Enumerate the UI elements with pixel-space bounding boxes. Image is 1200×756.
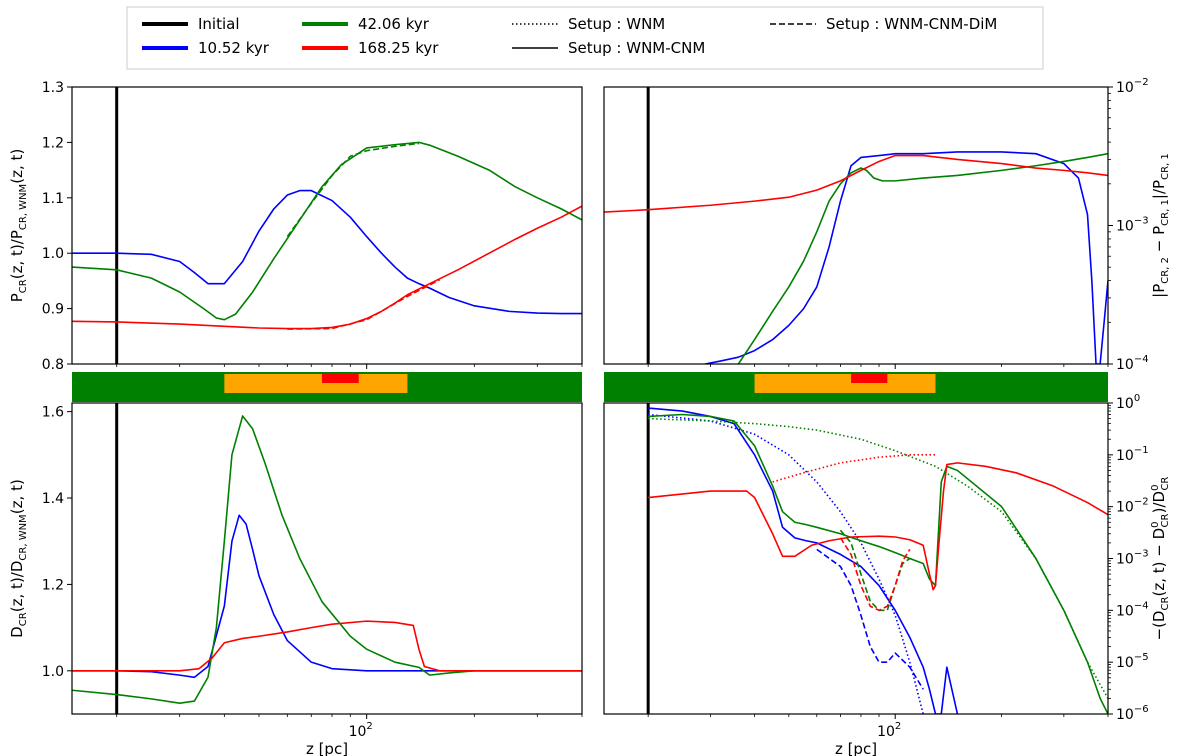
series-line [286, 142, 420, 238]
series-line [705, 151, 1108, 364]
y-tick-label: 10−2 [1116, 77, 1149, 96]
y-tick-label: 1.2 [42, 577, 64, 593]
x-tick-label: 102 [877, 721, 901, 740]
panel-top-right: 10−4 10−3 10−2 |PCR, 2 − PCR, 1 |/PCR, 1 [603, 77, 1171, 373]
y-axis-label: −(DCR (z, t) − D0CR )/D0CR [1150, 477, 1171, 641]
y-tick-label: 1.0 [42, 246, 64, 262]
legend-label-wnm: Setup : WNM [568, 15, 665, 33]
panel-top-left: 0.8 0.9 1.0 1.1 1.2 1.3 PCR (z, t)/PCR, WNM (z… [8, 80, 583, 373]
plot-area [646, 403, 1108, 714]
series-line [648, 407, 959, 714]
y-tick-label: 10−2 [1116, 497, 1149, 516]
phase-zone-cnm [224, 374, 408, 393]
y-tick-label: 0.9 [42, 302, 64, 318]
series-line [648, 413, 924, 714]
series-line [772, 454, 936, 483]
legend-label-initial: Initial [198, 15, 240, 33]
legend-label-wnm-cnm-dim: Setup : WNM-CNM-DiM [826, 15, 997, 33]
y-tick-label: 10−3 [1116, 216, 1149, 235]
y-tick-label: 10−5 [1116, 652, 1149, 671]
legend-box [126, 6, 1044, 70]
x-tick-label: 102 [349, 721, 373, 740]
y-tick-label: 1.1 [42, 191, 64, 207]
y-tick-label: 10−4 [1116, 600, 1149, 619]
y-tick-label: 10−3 [1116, 549, 1149, 568]
phase-zone-dim [851, 374, 888, 383]
phase-zone-cnm [754, 374, 936, 393]
plot-area [72, 403, 582, 714]
phase-band-left [72, 372, 582, 402]
x-axis-label: z [pc] [835, 740, 877, 756]
series-line [72, 141, 582, 321]
series-line [72, 620, 582, 672]
axes-frame [71, 86, 583, 365]
series-line [604, 154, 1108, 213]
series-line [839, 537, 911, 612]
y-tick-label: 1.6 [42, 405, 64, 421]
legend-label-t2: 42.06 kyr [358, 15, 430, 33]
y-tick-label: 1.2 [42, 135, 64, 151]
plot-area [72, 87, 582, 364]
legend-label-t1: 10.52 kyr [198, 39, 270, 57]
x-axis-label: z [pc] [306, 740, 348, 756]
plot-area [604, 87, 1108, 364]
y-tick-label: 10−1 [1116, 445, 1149, 464]
axes-frame [71, 402, 583, 715]
series-line [287, 279, 441, 330]
series-line [648, 462, 1108, 591]
y-axis-label: DCR (z, t)/DCR, WNM (z, t) [8, 479, 29, 638]
series-line [737, 152, 1108, 364]
series-line [72, 205, 582, 330]
y-tick-label: 1.0 [42, 664, 64, 680]
y-axis-label: |PCR, 2 − PCR, 1 |/PCR, 1 [1150, 153, 1171, 298]
legend-label-t3: 168.25 kyr [358, 39, 439, 57]
series-line [72, 415, 582, 705]
series-line [72, 189, 582, 315]
legend-label-wnm-cnm: Setup : WNM-CNM [568, 39, 705, 57]
series-line [816, 548, 924, 690]
series-line [72, 514, 582, 679]
y-axis-label: PCR (z, t)/PCR, WNM (z, t) [8, 149, 29, 303]
y-tick-label: 0.8 [42, 357, 64, 373]
y-tick-label: 10−6 [1116, 704, 1149, 723]
phase-band-right [604, 372, 1108, 402]
series-line [648, 417, 1108, 699]
legend: Initial 10.52 kyr 42.06 kyr 168.25 kyr S… [126, 6, 1044, 70]
series-line [648, 413, 1108, 714]
phase-zone-dim [321, 374, 359, 383]
y-tick-label: 1.3 [42, 80, 64, 96]
axes-frame [603, 86, 1109, 365]
y-tick-label: 1.4 [42, 491, 64, 507]
y-tick-label: 100 [1116, 393, 1140, 412]
y-tick-label: 10−4 [1116, 354, 1149, 373]
